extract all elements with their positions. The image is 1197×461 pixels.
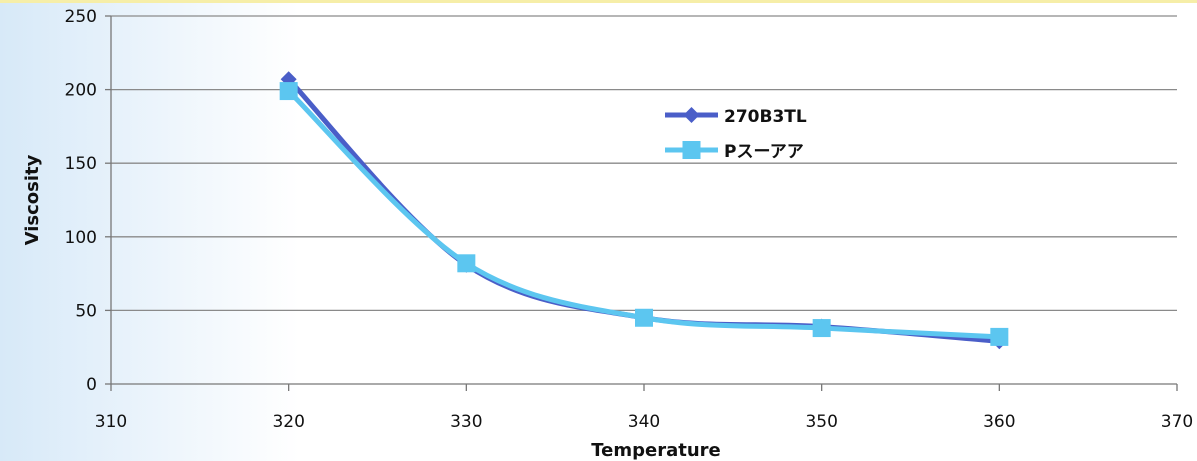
legend-marker-0	[683, 107, 700, 123]
y-axis-title: Viscosity	[22, 154, 43, 245]
y-tick-label: 0	[86, 375, 97, 395]
legend-marker-1	[682, 141, 701, 159]
data-point-1-2	[635, 308, 653, 327]
x-tick-label: 340	[628, 412, 660, 432]
y-tick-labels: 0 50 100 150 200 250	[65, 7, 97, 395]
x-tick-label: 330	[450, 412, 482, 432]
x-tick-label: 310	[95, 412, 127, 432]
data-point-1-0	[279, 82, 298, 101]
x-tick-label: 360	[983, 412, 1015, 432]
y-tick-label: 250	[65, 7, 97, 27]
series-1	[279, 82, 1009, 346]
y-tick-label: 100	[65, 228, 97, 248]
series-group	[279, 71, 1009, 350]
legend: 270B3TL Pスーアア	[665, 107, 807, 162]
y-tick-label: 150	[65, 154, 97, 174]
x-tick-label: 320	[272, 412, 304, 432]
data-point-1-3	[812, 319, 831, 338]
data-point-1-1	[457, 254, 476, 273]
legend-label-0: 270B3TL	[724, 107, 807, 127]
x-axis-title: Temperature	[591, 440, 720, 461]
axes	[105, 15, 1178, 391]
y-tick-label: 200	[65, 81, 97, 101]
legend-label-1: Pスーアア	[724, 142, 804, 162]
x-tick-labels: 310 320 330 340 350 360 370	[95, 412, 1193, 432]
x-tick-label: 350	[805, 412, 837, 432]
top-border	[0, 0, 1197, 3]
y-tick-label: 50	[75, 301, 97, 321]
data-point-1-4	[990, 327, 1009, 346]
x-tick-label: 370	[1161, 412, 1193, 432]
